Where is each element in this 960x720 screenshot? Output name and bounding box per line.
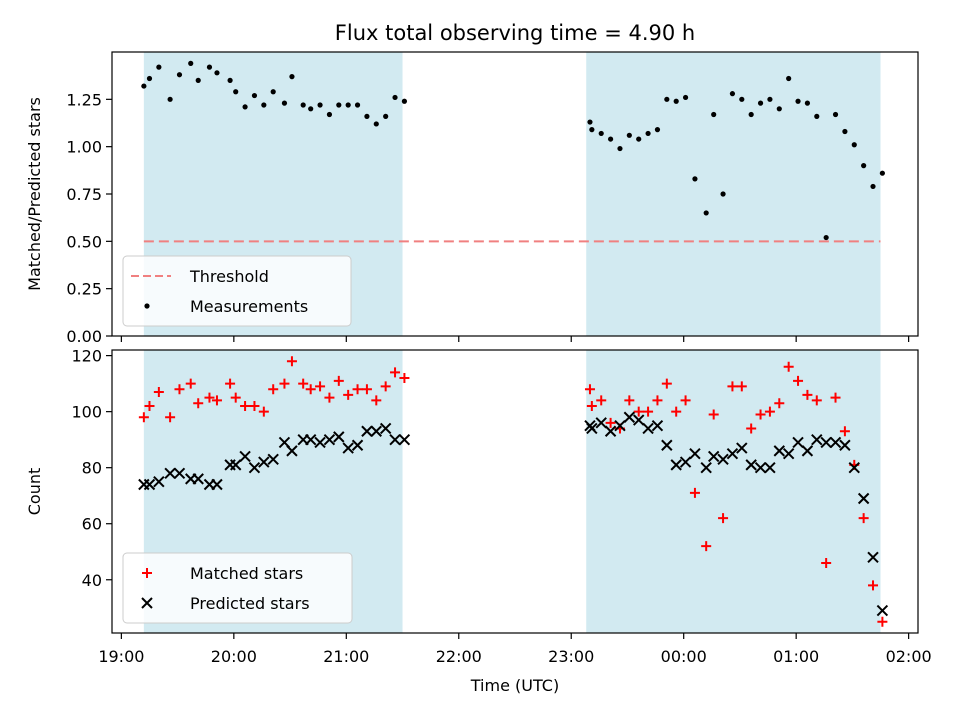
measurement-point — [599, 131, 604, 136]
measurement-point — [383, 114, 388, 119]
x-tick-label: 19:00 — [98, 647, 144, 666]
measurement-point — [188, 61, 193, 66]
x-tick-label: 23:00 — [548, 647, 594, 666]
measurement-point — [242, 104, 247, 109]
legend: Threshold Measurements — [123, 256, 351, 326]
legend: Matched stars Predicted stars — [123, 553, 352, 623]
measurement-point — [392, 95, 397, 100]
measurement-point — [758, 101, 763, 106]
legend-label: Predicted stars — [190, 594, 310, 613]
legend-label: Measurements — [190, 297, 308, 316]
measurement-point — [589, 127, 594, 132]
y-tick-label: 0.25 — [66, 280, 102, 299]
measurement-point — [767, 97, 772, 102]
y-tick-label: 0.00 — [66, 327, 102, 346]
chart-title: Flux total observing time = 4.90 h — [335, 21, 695, 45]
measurement-point — [683, 95, 688, 100]
measurement-point — [346, 102, 351, 107]
measurement-point — [207, 65, 212, 70]
measurement-point — [636, 136, 641, 141]
observing-interval-band — [586, 350, 880, 633]
measurement-point — [674, 99, 679, 104]
measurement-point — [880, 171, 885, 176]
measurement-point — [842, 129, 847, 134]
legend-label: Threshold — [189, 267, 269, 286]
y-tick-label: 40 — [82, 571, 102, 590]
x-tick-label: 21:00 — [323, 647, 369, 666]
measurement-point — [196, 78, 201, 83]
legend-label: Matched stars — [190, 564, 303, 583]
measurement-point — [271, 89, 276, 94]
measurement-point — [692, 176, 697, 181]
measurement-point — [704, 210, 709, 215]
measurement-point — [233, 89, 238, 94]
measurement-point — [730, 91, 735, 96]
measurement-point — [308, 106, 313, 111]
x-tick-label: 22:00 — [436, 647, 482, 666]
measurement-point — [227, 78, 232, 83]
measurement-point — [795, 99, 800, 104]
measurement-point — [587, 119, 592, 124]
measurement-point — [617, 146, 622, 151]
measurement-point — [805, 101, 810, 106]
measurement-point — [282, 101, 287, 106]
y-tick-label: 1.00 — [66, 138, 102, 157]
measurement-point — [374, 121, 379, 126]
x-tick-label: 00:00 — [661, 647, 707, 666]
y-axis-label: Matched/Predicted stars — [25, 97, 44, 291]
measurement-point — [156, 65, 161, 70]
measurement-point — [364, 114, 369, 119]
y-tick-label: 80 — [82, 459, 102, 478]
measurement-point — [870, 184, 875, 189]
legend-measurement-swatch — [144, 303, 149, 308]
y-tick-label: 120 — [71, 347, 102, 366]
y-tick-label: 60 — [82, 515, 102, 534]
measurement-point — [177, 72, 182, 77]
measurement-point — [261, 102, 266, 107]
measurement-point — [655, 127, 660, 132]
measurement-point — [627, 133, 632, 138]
measurement-point — [739, 97, 744, 102]
figure: Flux total observing time = 4.90 h 0.00 0… — [0, 0, 960, 720]
measurement-point — [214, 70, 219, 75]
y-axis-label: Count — [25, 468, 44, 516]
measurement-point — [168, 97, 173, 102]
x-tick-label: 20:00 — [211, 647, 257, 666]
measurement-point — [336, 102, 341, 107]
x-tick-label: 02:00 — [886, 647, 932, 666]
measurement-point — [749, 112, 754, 117]
measurement-point — [317, 102, 322, 107]
measurement-point — [608, 136, 613, 141]
measurement-point — [852, 142, 857, 147]
measurement-point — [147, 76, 152, 81]
y-tick-label: 0.50 — [66, 232, 102, 251]
measurement-point — [777, 106, 782, 111]
y-tick-label: 0.75 — [66, 185, 102, 204]
y-tick-label: 1.25 — [66, 90, 102, 109]
x-tick-label: 01:00 — [773, 647, 819, 666]
measurement-point — [833, 112, 838, 117]
measurement-point — [301, 102, 306, 107]
measurement-point — [141, 83, 146, 88]
measurement-point — [402, 99, 407, 104]
measurement-point — [720, 191, 725, 196]
measurement-point — [289, 74, 294, 79]
measurement-point — [824, 235, 829, 240]
measurement-point — [711, 112, 716, 117]
measurement-point — [664, 97, 669, 102]
x-axis-label: Time (UTC) — [470, 676, 559, 695]
measurement-point — [814, 114, 819, 119]
measurement-point — [861, 163, 866, 168]
y-tick-label: 100 — [71, 403, 102, 422]
measurement-point — [786, 76, 791, 81]
measurement-point — [327, 112, 332, 117]
measurement-point — [252, 93, 257, 98]
measurement-point — [645, 131, 650, 136]
measurement-point — [355, 102, 360, 107]
